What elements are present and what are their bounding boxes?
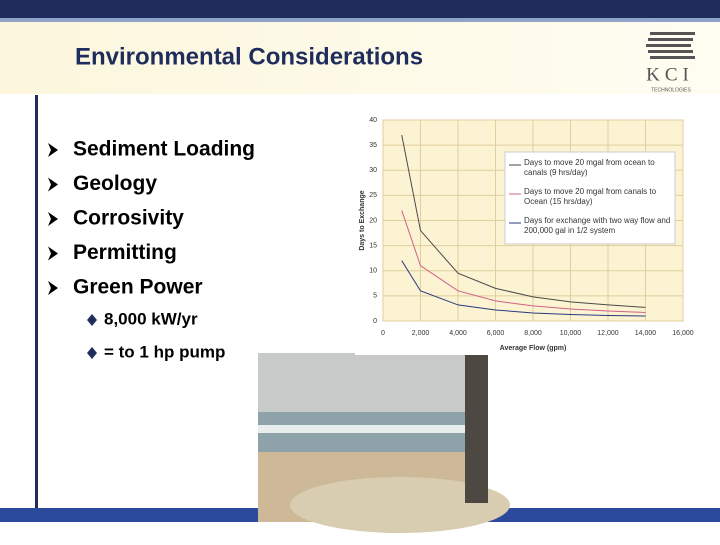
legend-entry-box: Days to move 20 mgal from ocean to canal…	[524, 158, 655, 177]
series-line	[401, 210, 646, 313]
bullet-arrow	[48, 143, 58, 157]
y-axis-label: Days to Exchange	[359, 190, 366, 250]
x-tick-label: 12,000	[597, 330, 619, 337]
x-tick-label: 14,000	[635, 330, 657, 337]
y-tick-label: 30	[369, 167, 377, 174]
bullet-arrow	[48, 281, 58, 295]
bullet-arrow	[48, 246, 58, 261]
x-tick-label: 0	[381, 330, 385, 337]
logo-mark	[646, 32, 695, 59]
x-tick-label: 16,000	[672, 330, 694, 337]
sub-bullet-icon	[87, 347, 97, 359]
legend-entry: Days to move 20 mgal from canals to Ocea…	[524, 187, 657, 206]
x-tick-label: 10,000	[560, 330, 582, 337]
sub-bullet: 8,000 kW/yr	[104, 309, 198, 328]
top-stripe	[0, 18, 720, 22]
bullet-arrow	[48, 177, 58, 192]
x-axis-label: Average Flow (gpm)	[500, 345, 567, 352]
legend-entry-box: Days to move 20 mgal from canals to Ocea…	[524, 187, 657, 206]
slide-title: Environmental Considerations	[75, 43, 423, 70]
x-tick-label: 2,000	[412, 330, 430, 337]
left-rule	[35, 95, 38, 515]
y-tick-label: 20	[369, 217, 377, 224]
y-tick-label: 25	[369, 192, 377, 199]
bullet: Geology	[73, 172, 157, 195]
y-tick-label: 40	[369, 117, 377, 124]
series-line	[401, 134, 646, 308]
legend-box	[504, 151, 676, 245]
bullet-arrow	[48, 212, 58, 226]
photo	[258, 353, 510, 533]
bullet: Sediment Loading	[73, 138, 255, 161]
logo: KCI	[646, 64, 694, 85]
y-tick-label: 5	[373, 293, 377, 300]
legend-entry: Days to move 20 mgal from ocean to canal…	[524, 158, 655, 177]
bullet: Corrosivity	[73, 207, 184, 230]
y-tick-label: 10	[369, 268, 377, 275]
x-tick-label: 6,000	[487, 330, 505, 337]
legend-entry: Days for exchange with two way flow and …	[524, 216, 671, 235]
y-tick-label: 15	[369, 242, 377, 249]
logo-sub: TECHNOLOGIES	[651, 87, 691, 93]
x-tick-label: 4,000	[449, 330, 467, 337]
sub-bullet: = to 1 hp pump	[104, 342, 225, 361]
bullet: Permitting	[73, 241, 177, 264]
sub-bullet-icon	[87, 314, 97, 326]
y-tick-label: 35	[369, 142, 377, 149]
bullet: Green Power	[73, 276, 203, 299]
y-tick-label: 0	[373, 318, 377, 325]
title-band	[0, 22, 720, 94]
legend-entry-box: Days for exchange with two way flow and …	[524, 216, 671, 235]
series-line	[401, 260, 646, 317]
x-tick-label: 8,000	[524, 330, 542, 337]
top-bar	[0, 0, 720, 18]
